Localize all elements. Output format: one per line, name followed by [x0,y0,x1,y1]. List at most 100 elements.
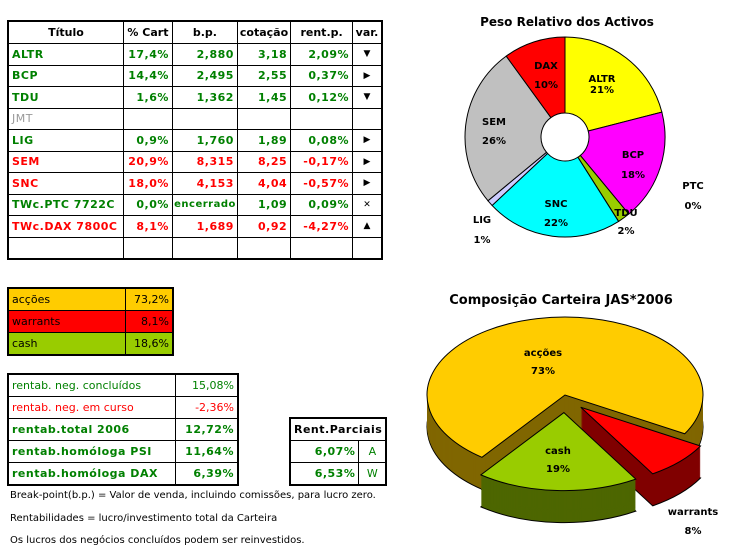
title-cell: JMT [7,107,124,130]
label-warrants: warrants 8% [667,507,719,537]
table-row [7,236,383,260]
returns-label: rentab. neg. em curso [7,396,176,419]
note-rentabilidades: Rentabilidades = lucro/investimento tota… [10,513,278,524]
header-rent: rent.p. [290,20,353,44]
var-icon: ▼ [352,86,383,109]
label-dax: DAX 10% [534,61,558,91]
cart-cell: 17,4% [122,43,173,66]
label-altr: ALTR 21% [588,74,616,96]
partial-code: W [358,462,387,486]
label-snc: SNC 22% [544,199,568,229]
allocation-label: cash [7,332,126,356]
note-breakpoint: Break-point(b.p.) = Valor de venda, incl… [10,490,376,501]
table-row: TWc.PTC 7722C 0,0% encerrado 1,09 0,09% ✕ [7,193,383,216]
returns-row: rentab. neg. concluídos 15,08% [7,373,239,397]
header-titulo: Título [7,20,124,44]
slice-cash [479,411,637,524]
slice-warrants [580,406,702,507]
chart1-title: Peso Relativo dos Activos [480,15,654,29]
header-cart: % Cart [122,20,173,44]
rent-cell: 2,09% [290,43,353,66]
label-accoes: acções 73% [523,348,563,377]
cotacao-cell: 2,55 [236,64,292,87]
partial-returns-table: Rent.Parciais 6,07% A 6,53% W [289,417,388,486]
table-row: BCP 14,4% 2,495 2,55 0,37% ▶ [7,64,383,87]
header-var: var. [352,20,383,44]
cotacao-cell: 1,89 [236,129,292,152]
rent-cell: 0,37% [290,64,353,87]
bp-cell: 2,880 [171,43,238,66]
partial-value: 6,53% [289,462,360,486]
allocation-value: 8,1% [125,310,174,333]
var-icon: ▶ [352,64,383,87]
label-sem: SEM 26% [482,117,506,147]
returns-label: rentab.homóloga DAX [7,462,176,486]
cart-cell: 8,1% [122,215,173,238]
label-ptc: PTC 0% [682,181,704,212]
slice-bcp [579,111,666,215]
table-row: TDU 1,6% 1,362 1,45 0,12% ▼ [7,86,383,109]
var-icon: ▲ [352,215,383,238]
returns-table: rentab. neg. concluídos 15,08% rentab. neg… [7,373,239,486]
returns-row: rentab.total 2006 12,72% [7,418,239,441]
note-lucros: Os lucros dos negócios concluídos podem … [10,535,305,546]
allocation-row: warrants 8,1% [7,310,174,333]
label-cash: cash 19% [545,446,571,475]
returns-label: rentab.homóloga PSI [7,440,176,463]
label-lig: LIG 1% [472,215,492,246]
slice-accoes [426,316,704,490]
rent-cell: 0,12% [290,86,353,109]
title-cell: BCP [7,64,124,87]
returns-row: rentab. neg. em curso -2,36% [7,396,239,419]
returns-row: rentab.homóloga PSI 11,64% [7,440,239,463]
header-cotacao: cotação [236,20,292,44]
bp-cell: 1,760 [171,129,238,152]
bp-cell: 2,495 [171,64,238,87]
cotacao-cell [236,236,292,260]
slice-altr [564,36,663,132]
slice-dax [505,36,566,119]
partials-header: Rent.Parciais [289,417,387,441]
chart2-title: Composição Carteira JAS*2006 [449,293,673,308]
slice-sem [464,55,552,202]
rent-cell: -0,57% [290,172,353,195]
cotacao-cell: 0,92 [236,215,292,238]
returns-row: rentab.homóloga DAX 6,39% [7,462,239,486]
title-cell: ALTR [7,43,124,66]
allocation-label: warrants [7,310,126,333]
allocation-row: cash 18,6% [7,332,174,356]
title-cell [7,236,124,260]
label-bcp: BCP 18% [621,150,645,181]
cotacao-cell: 1,09 [236,193,292,216]
table-row: 6,53% W [289,462,387,486]
allocation-table: acções 73,2% warrants 8,1% cash 18,6% [7,287,174,356]
table-row: SEM 20,9% 8,315 8,25 -0,17% ▶ [7,150,383,173]
title-cell: TDU [7,86,124,109]
slice-snc [491,152,620,238]
partial-value: 6,07% [289,440,360,463]
cart-cell: 1,6% [122,86,173,109]
var-icon: ▼ [352,43,383,66]
cotacao-cell: 1,45 [236,86,292,109]
rent-cell [290,236,353,260]
table-header-row: Título % Cart b.p. cotação rent.p. var. [7,20,383,44]
returns-value: 11,64% [175,440,239,463]
returns-value: 6,39% [175,462,239,486]
returns-value: 15,08% [175,373,239,397]
allocation-value: 18,6% [125,332,174,356]
partial-code: A [358,440,387,463]
table-row: 6,07% A [289,440,387,463]
bp-cell: 8,315 [171,150,238,173]
table-row: JMT [7,107,383,130]
var-icon [352,236,383,260]
cotacao-cell: 3,18 [236,43,292,66]
title-cell: TWc.PTC 7722C [7,193,124,216]
table-row: TWc.DAX 7800C 8,1% 1,689 0,92 -4,27% ▲ [7,215,383,238]
label-tdu: TDU 2% [614,208,638,237]
table-row: ALTR 17,4% 2,880 3,18 2,09% ▼ [7,43,383,66]
holdings-table: Título % Cart b.p. cotação rent.p. var. … [7,20,383,260]
bp-cell: 1,362 [171,86,238,109]
title-cell: TWc.DAX 7800C [7,215,124,238]
